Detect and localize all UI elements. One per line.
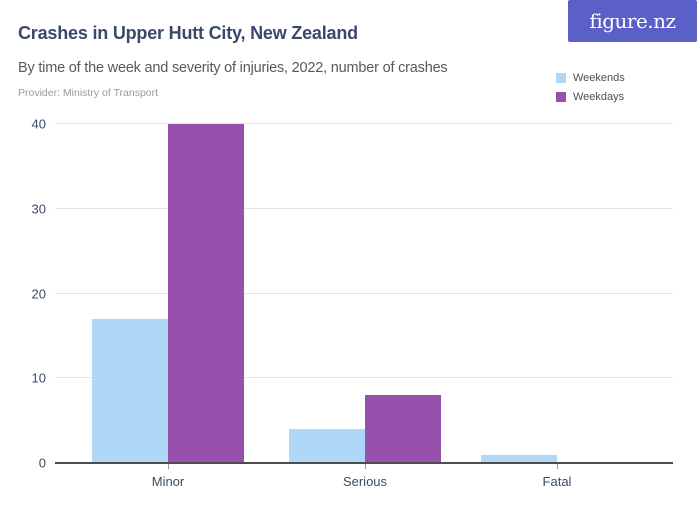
legend-item-weekends: Weekends [556, 72, 625, 84]
legend-item-weekdays: Weekdays [556, 91, 625, 103]
x-category-label: Fatal [542, 474, 572, 489]
y-tick-label: 40 [31, 116, 46, 132]
chart-subtitle: By time of the week and severity of inju… [18, 60, 448, 76]
weekdays-swatch-icon [556, 92, 566, 102]
y-tick-label: 30 [31, 201, 46, 217]
chart-legend: Weekends Weekdays [556, 72, 625, 110]
figurenz-logo[interactable]: figure.nz [568, 0, 697, 42]
provider-credit: Provider: Ministry of Transport [18, 87, 159, 99]
legend-label-weekdays: Weekdays [573, 91, 625, 103]
bar-weekends-fatal [481, 454, 557, 463]
page-title: Crashes in Upper Hutt City, New Zealand [18, 23, 358, 43]
x-category-label: Serious [342, 474, 388, 489]
plot-area [55, 123, 673, 463]
gridline [55, 292, 673, 294]
bar-weekends-serious [289, 429, 365, 463]
bar-weekdays-serious [365, 395, 441, 463]
x-tick [365, 464, 366, 469]
figurenz-logo-text: figure.nz [589, 9, 676, 33]
bar-weekends-minor [92, 318, 168, 463]
y-axis-labels: 0 10 20 30 40 [0, 117, 46, 471]
legend-label-weekends: Weekends [573, 72, 625, 84]
bar-weekdays-minor [168, 124, 244, 463]
y-tick-label: 20 [31, 286, 46, 301]
x-tick [168, 464, 169, 469]
gridline [55, 207, 673, 209]
x-category-label: Minor [151, 474, 185, 489]
x-axis-line [55, 462, 673, 464]
weekends-swatch-icon [556, 73, 566, 83]
gridline [55, 123, 673, 124]
gridline [55, 377, 673, 379]
x-tick [557, 464, 558, 469]
y-tick-label: 10 [31, 370, 46, 386]
y-tick-label: 0 [38, 455, 46, 471]
